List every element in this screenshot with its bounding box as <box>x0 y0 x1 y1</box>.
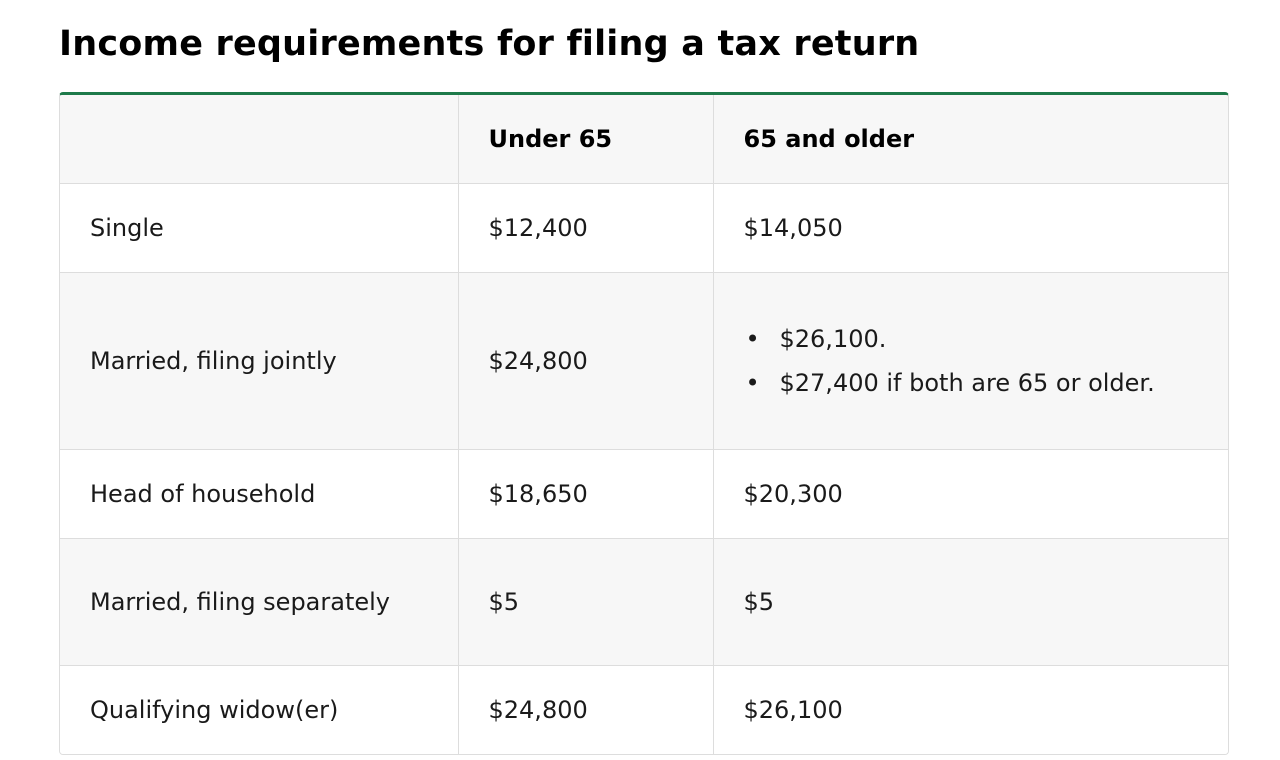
list-item: $27,400 if both are 65 or older. <box>744 364 1199 402</box>
over-65-cell: $14,050 <box>713 183 1228 273</box>
under-65-cell: $24,800 <box>458 665 714 754</box>
table-row: Head of household $18,650 $20,300 <box>60 449 1228 539</box>
filing-status-cell: Head of household <box>60 449 459 539</box>
table-row: Single $12,400 $14,050 <box>60 183 1228 273</box>
under-65-cell: $24,800 <box>458 272 714 450</box>
filing-status-cell: Single <box>60 183 459 273</box>
page-title: Income requirements for filing a tax ret… <box>59 24 920 64</box>
table-row: Qualifying widow(er) $24,800 $26,100 <box>60 665 1228 754</box>
header-under-65: Under 65 <box>458 95 714 184</box>
table-row: Married, filing jointly $24,800 $26,100.… <box>60 272 1228 450</box>
under-65-cell: $5 <box>458 538 714 666</box>
filing-status-cell: Married, filing jointly <box>60 272 459 450</box>
table-header-row: Under 65 65 and older <box>60 95 1228 184</box>
under-65-cell: $18,650 <box>458 449 714 539</box>
header-filing-status <box>60 95 459 184</box>
header-65-and-older: 65 and older <box>713 95 1228 184</box>
income-requirements-table: Under 65 65 and older Single $12,400 $14… <box>59 92 1229 755</box>
filing-status-cell: Qualifying widow(er) <box>60 665 459 754</box>
over-65-cell: $26,100. $27,400 if both are 65 or older… <box>713 272 1228 450</box>
over-65-cell: $26,100 <box>713 665 1228 754</box>
table: Under 65 65 and older Single $12,400 $14… <box>60 95 1228 754</box>
bullet-list: $26,100. $27,400 if both are 65 or older… <box>744 320 1199 402</box>
filing-status-cell: Married, filing separately <box>60 538 459 666</box>
under-65-cell: $12,400 <box>458 183 714 273</box>
list-item: $26,100. <box>744 320 1199 358</box>
over-65-cell: $5 <box>713 538 1228 666</box>
over-65-cell: $20,300 <box>713 449 1228 539</box>
table-row: Married, filing separately $5 $5 <box>60 538 1228 666</box>
